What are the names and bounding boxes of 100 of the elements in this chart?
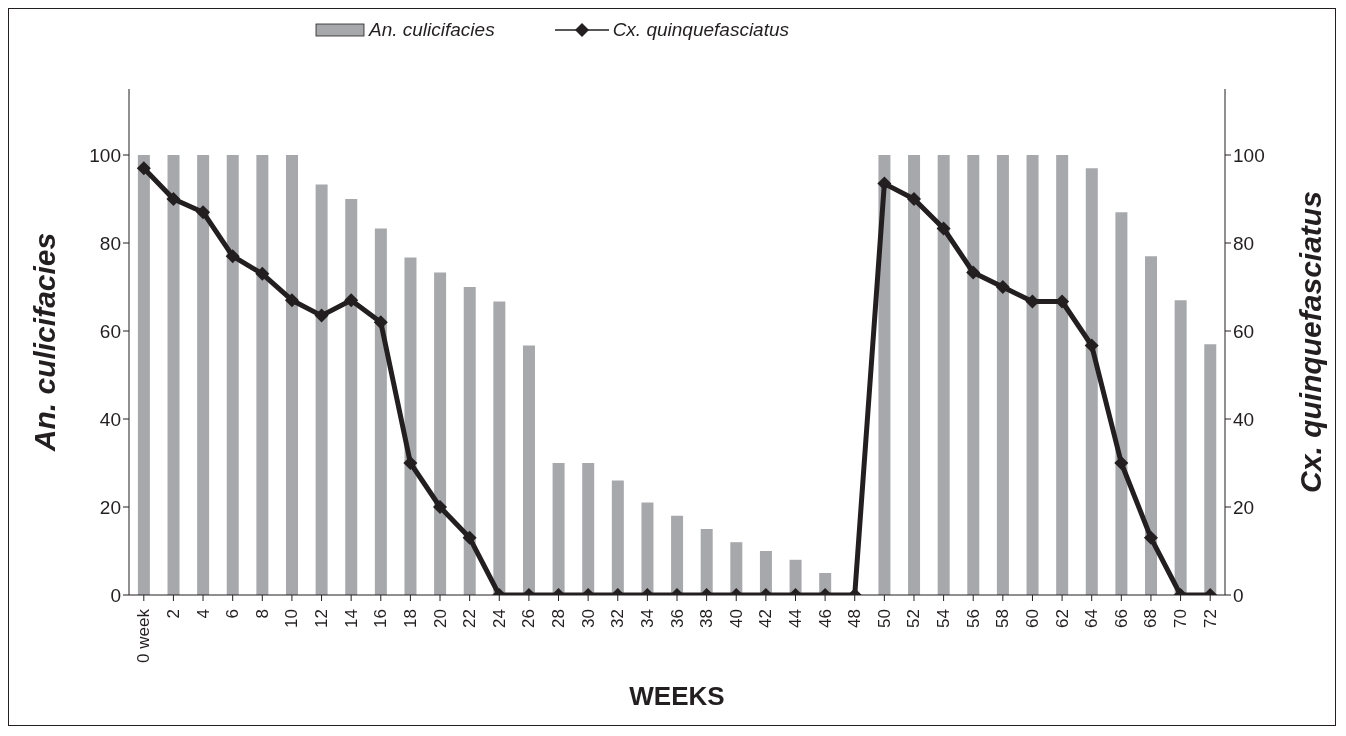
x-axis-title: WEEKS [629,681,725,711]
legend-label: An. culicifacies [367,19,495,41]
bar [167,155,180,595]
bar [1204,344,1217,595]
bar [1174,300,1187,595]
x-tick-label: 38 [697,609,717,628]
point [225,249,240,264]
point [284,293,299,308]
x-tick-label: 60 [1022,609,1042,628]
point [373,315,388,330]
point [196,205,211,220]
x-tick-label: 26 [519,609,539,628]
bar [937,155,950,595]
x-tick-label: 40 [726,609,746,628]
bar [996,155,1009,595]
x-tick-label: 20 [430,609,450,628]
x-tick-label: 28 [549,609,569,628]
bar [908,155,921,595]
bar [137,155,150,595]
bar [197,155,210,595]
x-tick-label: 62 [1052,609,1072,628]
y-tick-label: 100 [89,144,121,166]
y2-tick-label: 20 [1233,496,1255,518]
x-tick-label: 36 [667,609,687,628]
bar [522,345,535,595]
point [166,192,181,206]
bar [611,480,624,595]
point [136,161,151,176]
x-tick-label: 0 week [134,608,154,663]
bar [582,463,595,595]
x-tick-label: 58 [993,609,1013,628]
y2-tick-label: 60 [1233,320,1255,342]
x-tick-label: 22 [460,609,480,628]
bar [641,502,654,595]
bar [1085,168,1098,595]
point [1055,294,1070,309]
bar [1115,212,1128,595]
x-tick-label: 32 [608,609,628,628]
bar [285,155,298,595]
point [936,221,951,236]
bar [226,155,239,595]
y2-tick-label: 40 [1233,408,1255,430]
x-tick-label: 56 [963,609,983,628]
y2-axis-title: Cx. quinquefasciatus [1293,191,1327,493]
x-tick-label: 24 [489,609,509,628]
bar [1145,256,1158,595]
x-tick-label: 4 [193,609,213,619]
bar [315,184,328,595]
bar [730,542,743,595]
x-tick-label: 2 [163,609,183,619]
point [255,266,270,281]
x-tick-label: 52 [904,609,924,628]
x-tick-label: 18 [400,609,420,628]
bar [700,529,713,595]
bar [493,301,506,595]
x-tick-label: 44 [785,609,805,628]
bar [671,515,684,595]
x-tick-label: 66 [1111,609,1131,628]
point [314,308,329,323]
x-tick-label: 12 [312,609,332,628]
y-tick-label: 40 [99,408,121,430]
point [877,176,892,191]
x-tick-label: 48 [845,609,865,628]
point [1114,456,1129,470]
x-tick-label: 10 [282,609,302,628]
y2-tick-label: 80 [1233,232,1255,254]
bar [1026,155,1039,595]
x-tick-label: 8 [252,609,272,619]
y-tick-label: 20 [99,496,121,518]
y2-tick-label: 100 [1233,144,1265,166]
bar [967,155,980,595]
x-tick-label: 16 [371,609,391,628]
x-tick-label: 46 [815,609,835,628]
x-tick-label: 64 [1082,609,1102,628]
x-tick-label: 14 [341,609,361,628]
y-tick-label: 0 [110,584,121,606]
y-axis-title: An. culicifacies [27,232,61,453]
point [995,280,1010,294]
point [966,265,981,280]
legend-label: Cx. quinquefasciatus [611,19,790,41]
point [1084,338,1099,353]
bar [256,155,269,595]
bar [404,257,417,595]
x-tick-label: 54 [934,609,954,628]
point [906,192,921,206]
x-tick-label: 34 [637,609,657,628]
y-tick-label: 80 [99,232,121,254]
x-tick-label: 42 [756,609,776,628]
bar [463,287,476,595]
x-tick-label: 72 [1200,609,1220,628]
x-tick-label: 50 [874,609,894,628]
x-tick-label: 30 [578,609,598,628]
bar [552,463,565,595]
x-tick-label: 6 [223,609,243,619]
y2-tick-label: 0 [1233,584,1244,606]
x-tick-label: 70 [1171,609,1191,628]
point [344,293,359,308]
bar [345,199,358,595]
point [403,456,418,470]
x-tick-label: 68 [1141,609,1161,628]
